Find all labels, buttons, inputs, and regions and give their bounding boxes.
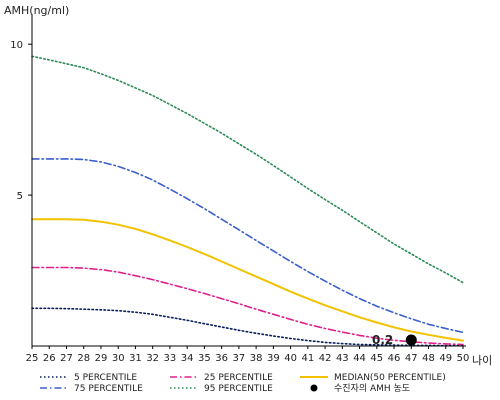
series-line-0	[31, 307, 464, 347]
series-line-4	[31, 218, 464, 342]
x-tick-label: 35	[198, 353, 211, 364]
data-points: 0.2	[372, 333, 417, 347]
legend-label-3: 75 PERCENTILE	[74, 384, 143, 394]
x-tick-label: 50	[457, 353, 470, 364]
x-tick-label: 42	[319, 353, 332, 364]
series-line-2	[31, 266, 464, 346]
y-tick-label: 5	[17, 191, 23, 202]
x-tick-label: 28	[77, 353, 90, 364]
x-tick-label: 47	[405, 353, 418, 364]
x-tick-label: 34	[181, 353, 194, 364]
x-tick-label: 26	[43, 353, 56, 364]
legend-label-0: 5 PERCENTILE	[74, 373, 137, 383]
legend-marker-5	[310, 384, 318, 392]
x-tick-label: 46	[388, 353, 401, 364]
x-tick-label: 38	[250, 353, 263, 364]
y-tick-label: 10	[10, 40, 23, 51]
legend: 5 PERCENTILE 25 PERCENTILE MEDIAN(50 PERCE…	[40, 373, 446, 394]
data-point	[405, 334, 417, 346]
x-axis-title: 나이	[472, 354, 492, 367]
legend-label-1: 25 PERCENTILE	[204, 373, 273, 383]
series-lines	[31, 55, 464, 347]
x-tick-label: 48	[422, 353, 435, 364]
x-tick-label: 40	[284, 353, 297, 364]
data-point-label: 0.2	[372, 333, 393, 347]
x-tick-label: 30	[112, 353, 125, 364]
x-tick-label: 25	[26, 353, 39, 364]
x-tick-label: 41	[301, 353, 314, 364]
legend-label-4: 95 PERCENTILE	[204, 384, 273, 394]
x-tick-label: 39	[267, 353, 280, 364]
x-tick-label: 29	[95, 353, 108, 364]
x-tick-label: 44	[353, 353, 366, 364]
x-tick-label: 45	[370, 353, 383, 364]
x-tick-label: 36	[215, 353, 228, 364]
x-tick-label: 27	[60, 353, 73, 364]
x-tick-label: 49	[439, 353, 452, 364]
x-tick-label: 33	[164, 353, 177, 364]
x-ticks: 25 26 27 28 29 30 31 32 33 34 35 36 37 38 39 40 41 42 43 44…	[26, 346, 470, 364]
y-axis-title: AMH(ng/ml)	[4, 4, 69, 17]
x-tick-label: 37	[233, 353, 246, 364]
x-tick-label: 32	[146, 353, 159, 364]
series-line-1	[31, 158, 464, 334]
x-tick-label: 31	[129, 353, 142, 364]
series-line-3	[31, 55, 464, 284]
x-tick-label: 43	[336, 353, 349, 364]
axes	[31, 14, 466, 347]
legend-label-2: MEDIAN(50 PERCENTILE)	[334, 373, 446, 383]
y-ticks: 5 10	[10, 40, 32, 202]
legend-label-5: 수진자의 AMH 농도	[334, 383, 410, 394]
